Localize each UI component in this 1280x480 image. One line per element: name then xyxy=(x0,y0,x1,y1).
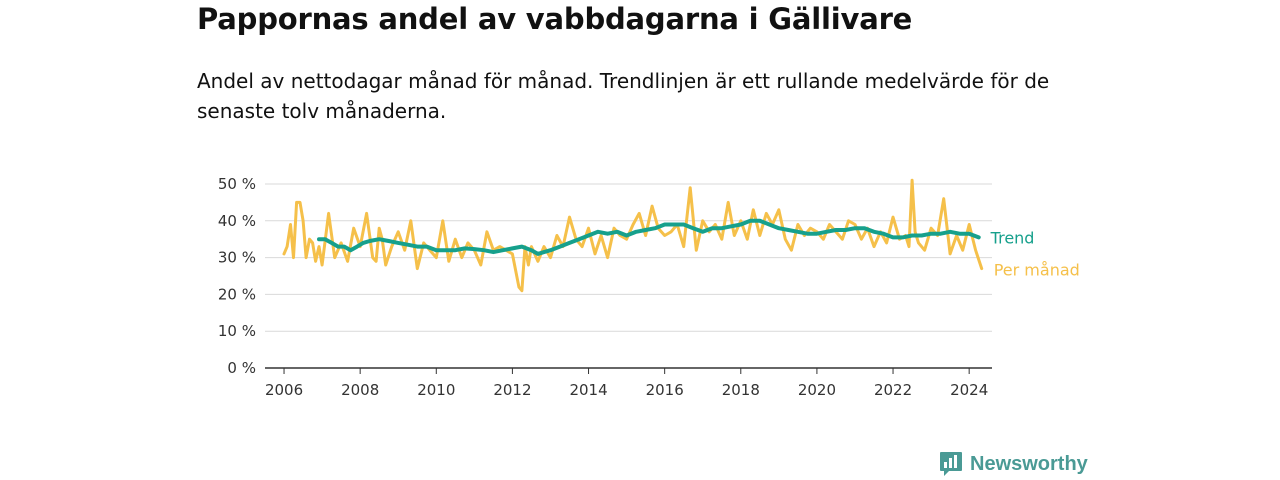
x-tick-label: 2014 xyxy=(569,381,607,399)
series-line xyxy=(282,178,984,293)
series-label: Trend xyxy=(990,228,1035,247)
newsworthy-logo-icon xyxy=(940,452,962,476)
brand-name: Newsworthy xyxy=(970,452,1088,475)
x-tick-label: 2020 xyxy=(798,381,836,399)
y-tick-label: 50 % xyxy=(218,175,256,193)
x-tick-label: 2022 xyxy=(874,381,912,399)
x-tick-label: 2018 xyxy=(722,381,760,399)
chart-subtitle: Andel av nettodagar månad för månad. Tre… xyxy=(197,69,1050,123)
chart-title: Pappornas andel av vabbdagarna i Gälliva… xyxy=(197,2,913,36)
x-tick-label: 2016 xyxy=(646,381,684,399)
brand: Newsworthy xyxy=(938,450,1088,478)
x-tick-label: 2024 xyxy=(950,381,988,399)
x-tick-label: 2010 xyxy=(417,381,455,399)
x-tick-label: 2012 xyxy=(493,381,531,399)
y-tick-label: 30 % xyxy=(218,249,256,267)
y-tick-label: 10 % xyxy=(218,322,256,340)
y-tick-label: 20 % xyxy=(218,285,256,303)
series-label: Per månad xyxy=(994,261,1080,280)
y-tick-label: 40 % xyxy=(218,212,256,230)
x-tick-label: 2008 xyxy=(341,381,379,399)
y-tick-label: 0 % xyxy=(227,359,256,377)
x-tick-label: 2006 xyxy=(265,381,303,399)
series-line xyxy=(317,218,981,256)
